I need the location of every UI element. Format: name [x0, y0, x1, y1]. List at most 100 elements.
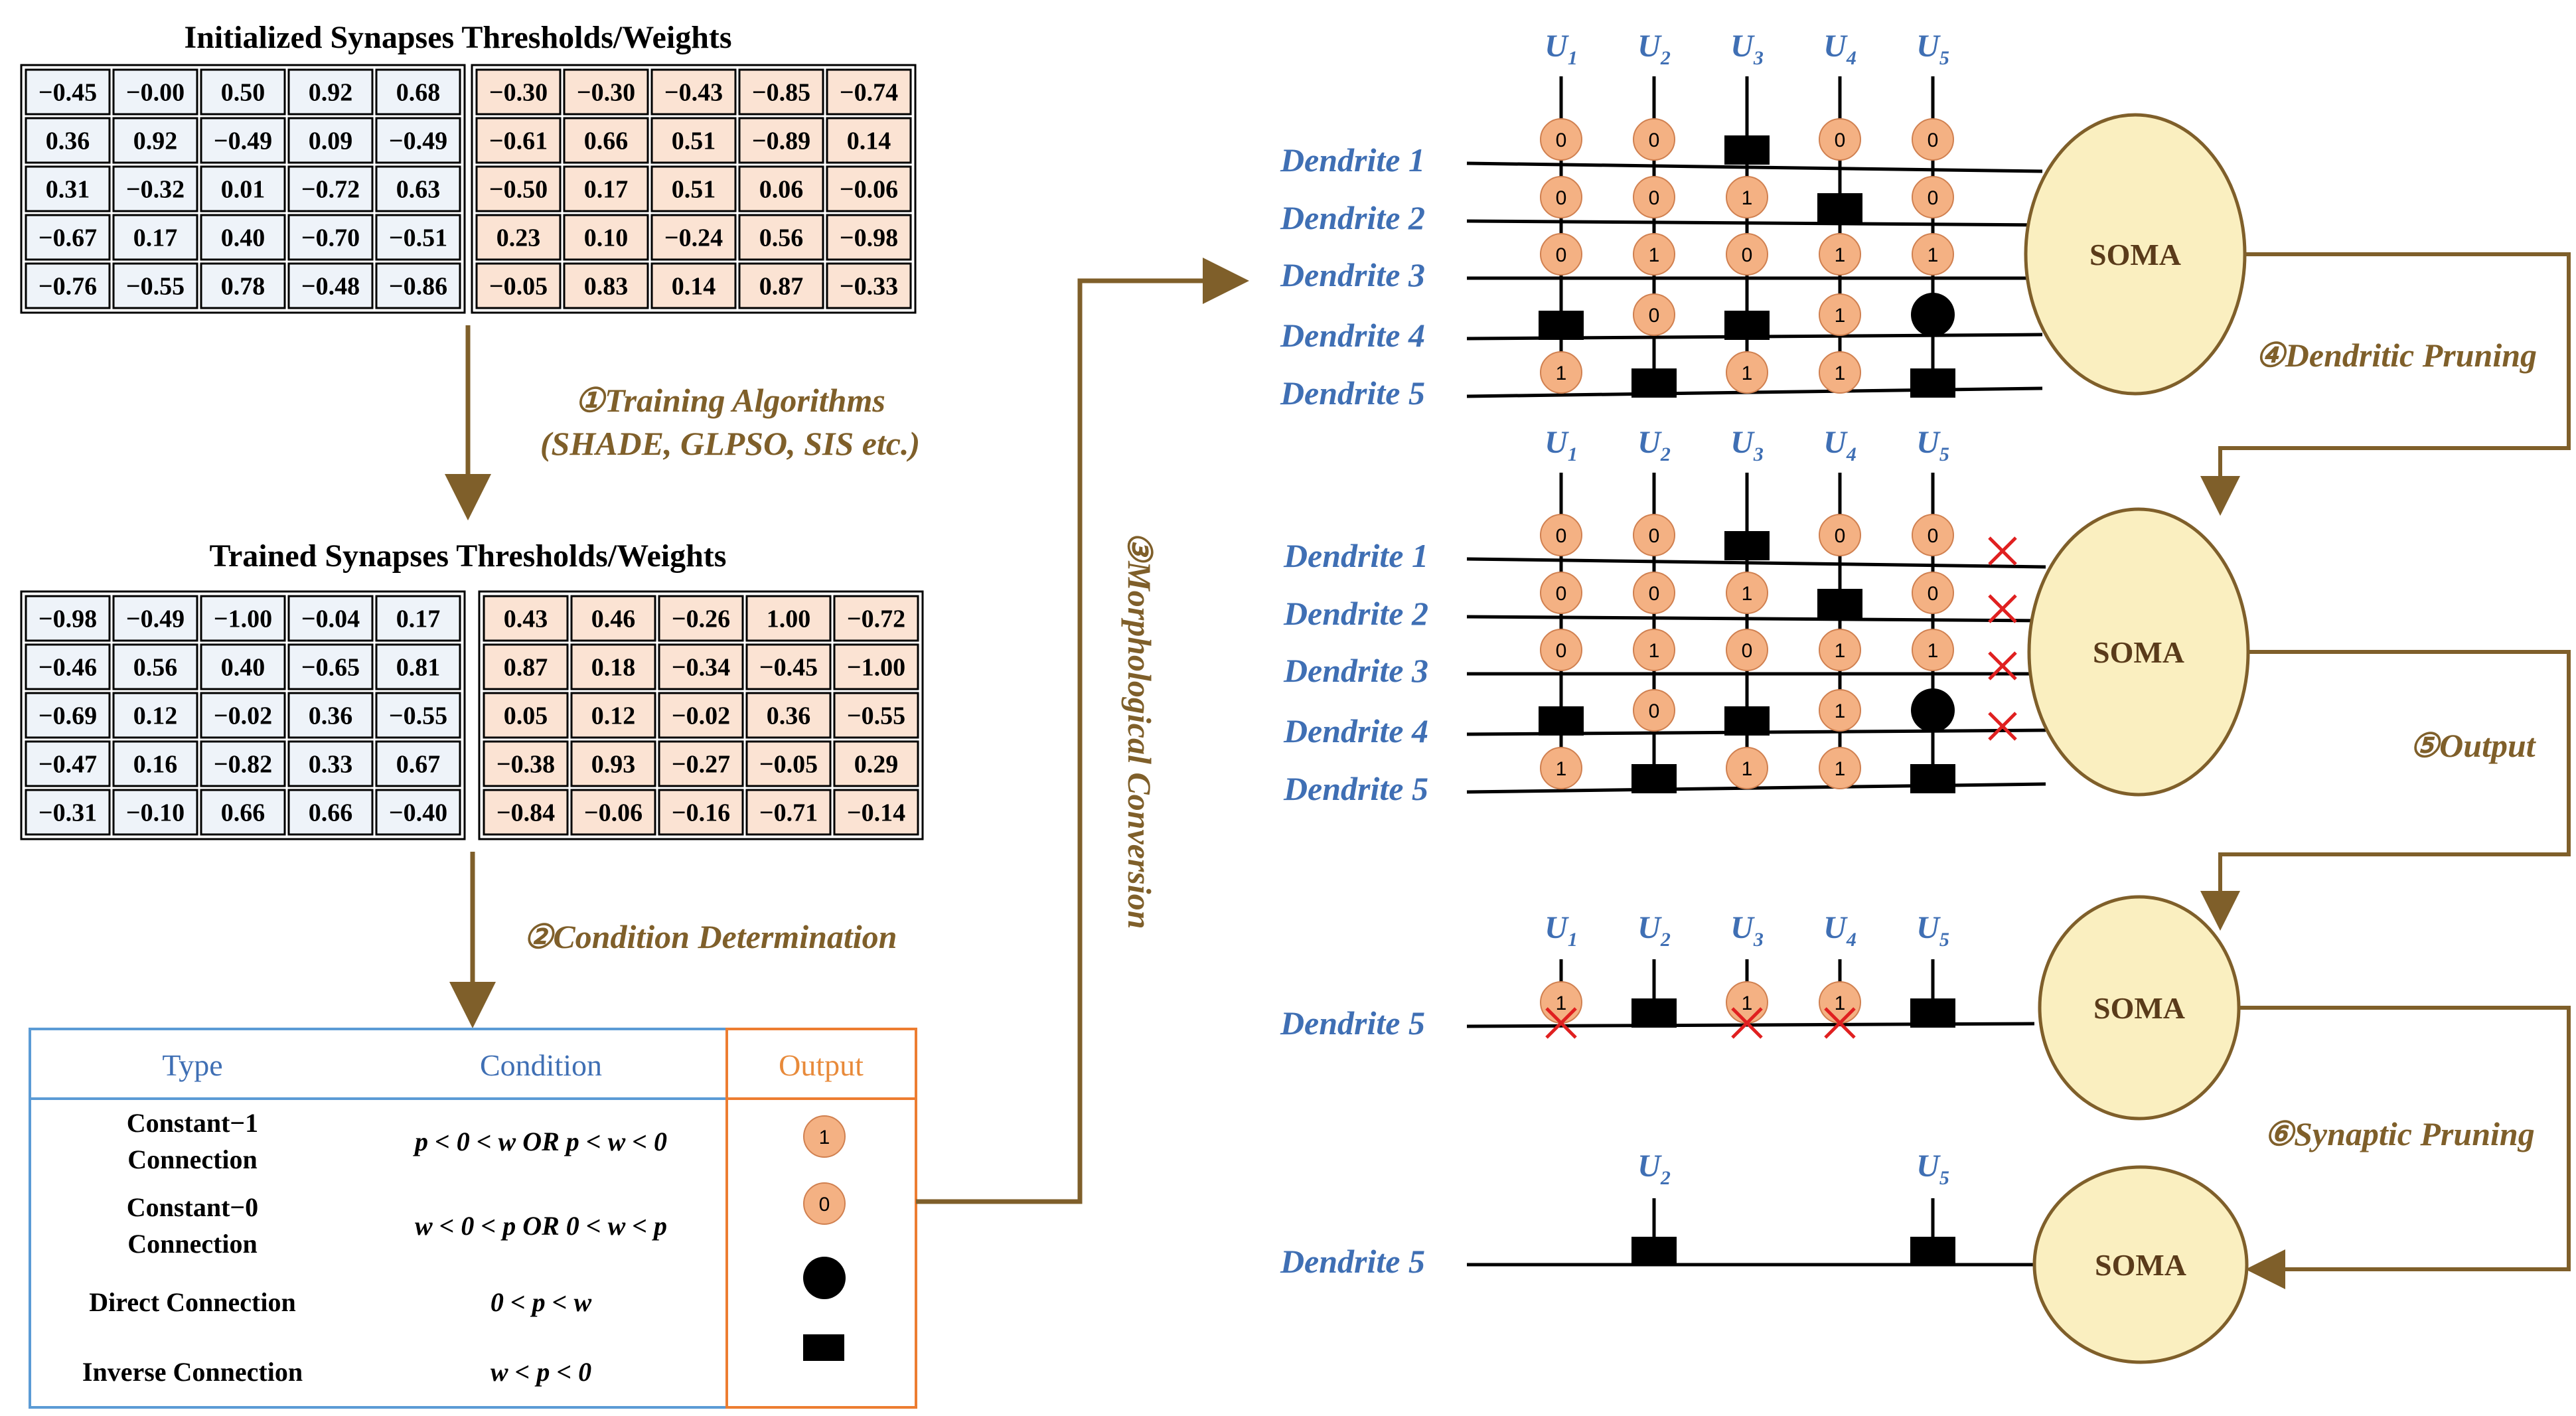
matrix-value: −0.85 — [752, 79, 810, 107]
inverse-connection-square — [1724, 311, 1770, 340]
inverse-connection-square — [1817, 589, 1862, 618]
matrix-cell — [745, 595, 832, 642]
inverse-connection-square — [1817, 193, 1862, 222]
matrix-cell — [200, 595, 286, 642]
constant-value: 0 — [1835, 129, 1846, 151]
input-label: U1 — [1545, 425, 1578, 465]
matrix-value: −0.06 — [584, 799, 643, 827]
matrix-cell — [483, 643, 569, 690]
matrix-value: −0.00 — [126, 79, 185, 107]
constant-connection-node — [1726, 233, 1768, 275]
matrix-cell — [650, 214, 737, 261]
pruned-cross-icon — [1988, 536, 2017, 566]
matrix-cell — [25, 214, 111, 261]
input-label: U1 — [1545, 910, 1578, 951]
matrix-value: 0.14 — [672, 273, 716, 301]
matrix-cell — [483, 692, 569, 739]
constant-connection-node — [1633, 514, 1675, 556]
constant-value: 0 — [1556, 640, 1567, 662]
step5-arrow — [2200, 650, 2571, 931]
row3-condition: 0 < p < w — [491, 1287, 592, 1317]
matrix-value: −0.02 — [672, 702, 730, 730]
row1-condition: p < 0 < w OR p < w < 0 — [413, 1127, 667, 1156]
matrix-cell — [112, 165, 198, 212]
matrix-cell — [25, 595, 111, 642]
matrix-cell — [25, 68, 111, 116]
matrix-cell — [483, 740, 569, 787]
constant-connection-node — [1633, 629, 1675, 671]
row2-type-line2: Connection — [127, 1229, 258, 1259]
dendrite-label: Dendrite 1 — [1280, 141, 1425, 179]
constant-value: 1 — [1556, 362, 1567, 384]
step4-label: ④Dendritic Pruning — [2255, 337, 2537, 374]
matrix-cell — [833, 740, 919, 787]
matrix-value: −0.46 — [38, 654, 97, 682]
matrix-value: 1.00 — [767, 605, 811, 633]
matrix-value: −0.34 — [672, 654, 730, 682]
inverse-connection-square — [1631, 1237, 1677, 1266]
matrix-value: 0.43 — [504, 605, 548, 633]
matrix-cell — [25, 740, 111, 787]
matrix-cell — [112, 740, 198, 787]
inverse-connection-square — [1724, 531, 1770, 560]
matrix-value: −0.45 — [759, 654, 818, 682]
inverse-connection-square — [1631, 368, 1677, 398]
matrix-cell — [658, 740, 744, 787]
constant-value: 0 — [1742, 640, 1753, 662]
matrix-cell — [375, 262, 461, 309]
matrix-cell — [112, 789, 198, 836]
constant-value: 1 — [1556, 992, 1567, 1014]
input-label: U5 — [1916, 425, 1949, 465]
matrix-value: −0.40 — [389, 799, 447, 827]
matrix-value: −0.98 — [38, 605, 97, 633]
matrix-value: 0.06 — [759, 176, 804, 204]
matrix-cell — [375, 692, 461, 739]
constant-value: 1 — [1742, 758, 1753, 780]
constant-value: 1 — [1742, 187, 1753, 209]
constant-value: 1 — [1835, 362, 1846, 384]
constant-connection-node — [1540, 351, 1582, 394]
inverse-connection-square — [1910, 998, 1955, 1028]
soma-label: SOMA — [2093, 991, 2185, 1025]
matrix-cell — [287, 214, 374, 261]
step1-label-line2: (SHADE, GLPSO, SIS etc.) — [540, 425, 920, 462]
matrix-cell — [287, 68, 374, 116]
dendrite-label: Dendrite 5 — [1280, 374, 1425, 412]
constant-connection-node — [1819, 629, 1861, 671]
direct-connection-circle — [1911, 688, 1955, 732]
inverse-connection-square — [1539, 311, 1584, 340]
input-label: U3 — [1730, 425, 1764, 465]
matrix-cell — [375, 595, 461, 642]
constant-connection-node — [1726, 629, 1768, 671]
matrix-value: −0.72 — [301, 176, 360, 204]
matrix-value: 0.16 — [133, 751, 178, 779]
matrix-cell — [200, 117, 286, 164]
dendrite-label: Dendrite 5 — [1280, 1004, 1425, 1042]
constant-value: 0 — [1649, 129, 1660, 151]
matrix-value: −1.00 — [214, 605, 272, 633]
row1-type-line1: Constant−1 — [127, 1108, 258, 1138]
matrix-cell — [25, 117, 111, 164]
constant-value: 1 — [1835, 758, 1846, 780]
matrix-value: −0.16 — [672, 799, 730, 827]
matrix-cell — [200, 262, 286, 309]
constant-value: 0 — [1649, 187, 1660, 209]
inverse-connection-square — [1910, 764, 1955, 793]
matrix-value: 0.67 — [396, 751, 441, 779]
matrix-cell — [826, 262, 912, 309]
matrix-value: 0.36 — [309, 702, 353, 730]
matrix-value: 0.01 — [221, 176, 265, 204]
matrix-cell — [25, 165, 111, 212]
constant-connection-node — [1726, 176, 1768, 218]
constant-connection-node — [1726, 572, 1768, 614]
matrix-value: −0.06 — [840, 176, 898, 204]
matrix-cell — [826, 68, 912, 116]
matrix-value: −0.45 — [38, 79, 97, 107]
pruned-cross-icon — [1545, 1007, 1577, 1039]
matrix-value: 0.31 — [46, 176, 90, 204]
matrix-value: 0.66 — [309, 799, 353, 827]
step4-arrow — [2200, 252, 2571, 516]
matrix-cell — [112, 68, 198, 116]
constant-value: 1 — [1928, 640, 1939, 662]
